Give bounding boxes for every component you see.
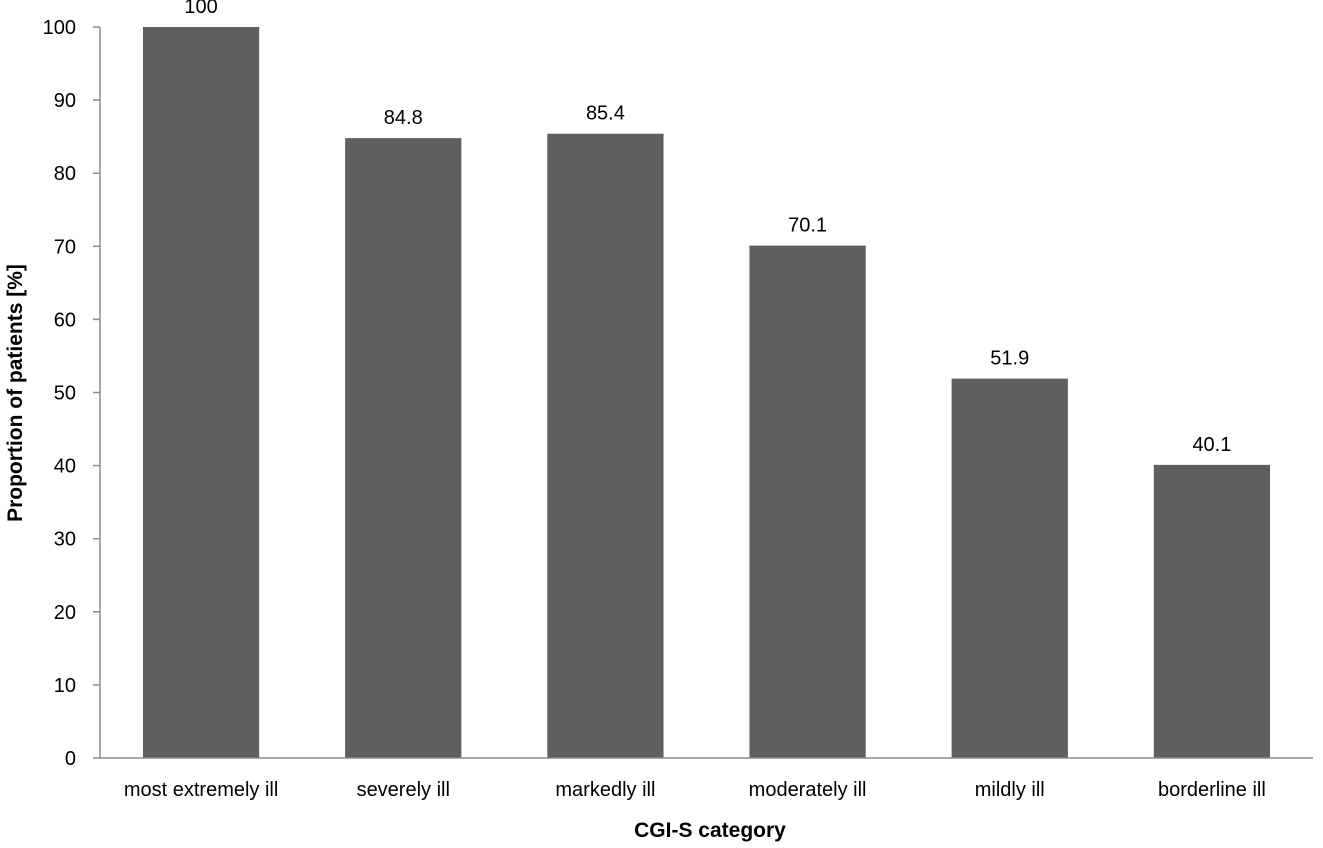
x-tick-label: markedly ill xyxy=(555,779,655,801)
data-label: 40.1 xyxy=(1192,434,1231,456)
y-axis-title: Proportion of patients [%] xyxy=(4,264,27,522)
y-axis-ticks: 0 10 20 30 40 50 60 70 80 90 100 xyxy=(43,17,100,770)
x-tick-label: mildly ill xyxy=(975,779,1045,801)
y-tick-label: 60 xyxy=(54,309,76,331)
y-tick-label: 100 xyxy=(43,17,76,39)
y-tick-label: 90 xyxy=(54,90,76,112)
y-tick-label: 0 xyxy=(65,748,76,770)
x-tick-label: severely ill xyxy=(357,779,450,801)
y-tick-label: 10 xyxy=(54,675,76,697)
bar-moderately-ill xyxy=(749,245,866,759)
x-axis-title: CGI-S category xyxy=(634,819,786,842)
y-tick-label: 80 xyxy=(54,163,76,185)
y-tick-label: 70 xyxy=(54,236,76,258)
x-tick-label: borderline ill xyxy=(1158,779,1266,801)
y-tick-label: 30 xyxy=(54,529,76,551)
bars xyxy=(142,27,1271,759)
bar-borderline-ill xyxy=(1153,464,1271,758)
data-labels: 100 84.8 85.4 70.1 51.9 40.1 xyxy=(184,0,1231,456)
bar-severely-ill xyxy=(345,138,462,758)
bar-most-extremely-ill xyxy=(142,27,260,758)
data-label: 100 xyxy=(184,0,217,18)
bar-mildly-ill xyxy=(951,378,1068,758)
x-tick-label: moderately ill xyxy=(749,779,867,801)
data-label: 70.1 xyxy=(788,215,827,237)
y-tick-label: 40 xyxy=(54,456,76,478)
x-tick-label: most extremely ill xyxy=(124,779,278,801)
x-axis-tick-labels: most extremely ill severely ill markedly i… xyxy=(124,779,1266,801)
y-tick-label: 50 xyxy=(54,383,76,405)
data-label: 85.4 xyxy=(586,103,625,125)
y-tick-label: 20 xyxy=(54,602,76,624)
data-label: 84.8 xyxy=(384,107,423,129)
data-label: 51.9 xyxy=(990,348,1029,370)
bar-markedly-ill xyxy=(547,133,664,758)
